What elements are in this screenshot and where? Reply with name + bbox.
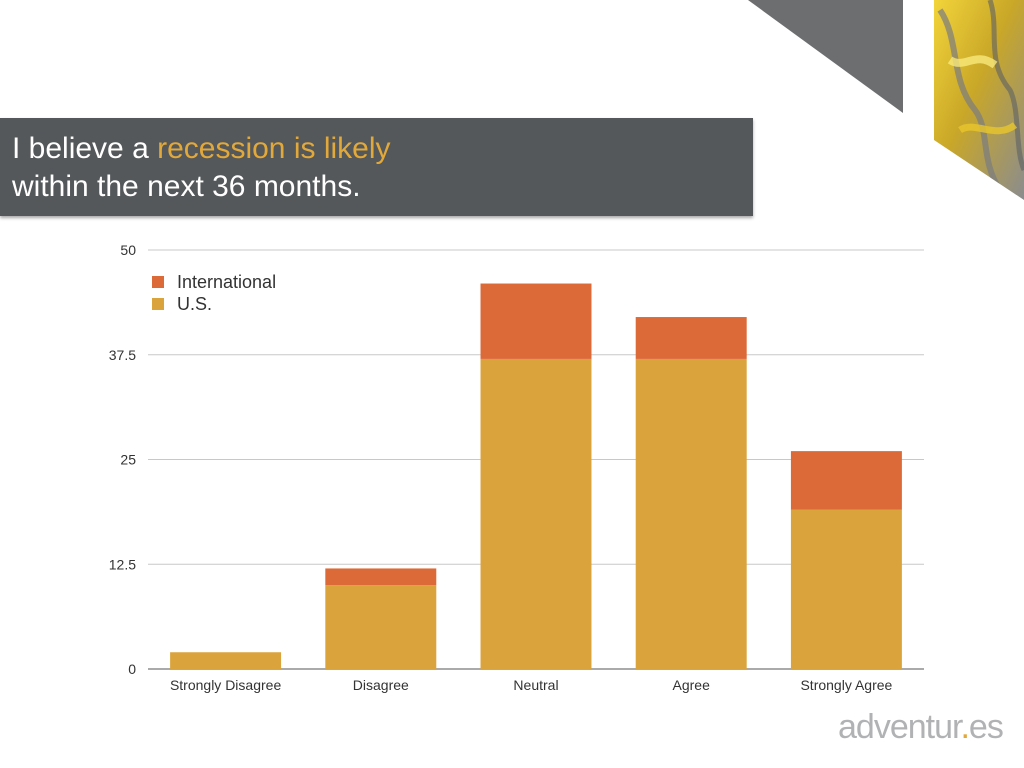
x-tick-label-neutral: Neutral	[513, 677, 558, 693]
logo-text-end: es	[968, 708, 1004, 746]
bars	[170, 283, 902, 669]
x-tick-label-strongly-agree: Strongly Agree	[800, 677, 892, 693]
y-axis-ticks: 0 12.5 25 37.5 50	[109, 242, 136, 677]
bar-disagree-international	[325, 568, 437, 586]
legend-label-u-s: U.S.	[177, 293, 213, 314]
y-tick-label-0: 0	[128, 661, 136, 677]
title-highlight: recession is likely	[157, 132, 391, 165]
chart-legend: International U.S.	[152, 271, 276, 315]
title-line-2: within the next 36 months.	[12, 170, 361, 203]
slide-title: I believe a recession is likely within t…	[12, 130, 391, 206]
bar-strongly-agree-international	[790, 451, 902, 510]
y-tick-label-25: 25	[120, 452, 136, 468]
title-banner	[0, 118, 753, 216]
legend-swatch-u-s	[152, 298, 164, 310]
title-prefix: I believe a	[12, 132, 158, 165]
legend-item-international: International	[152, 271, 276, 293]
x-tick-label-agree: Agree	[673, 677, 711, 693]
bar-neutral-international	[480, 283, 592, 359]
logo-text-start: adventur	[838, 708, 961, 746]
bar-neutral-u-s	[480, 358, 592, 669]
y-tick-label-50: 50	[120, 242, 136, 258]
y-tick-label-37-5: 37.5	[109, 347, 136, 363]
logo-dot: .	[960, 708, 970, 746]
bar-agree-international	[635, 317, 747, 359]
x-tick-label-disagree: Disagree	[353, 677, 409, 693]
bar-strongly-disagree-u-s	[170, 652, 282, 669]
bar-strongly-agree-u-s	[790, 509, 902, 669]
bar-agree-u-s	[635, 358, 747, 669]
legend-item-u-s: U.S.	[152, 293, 276, 315]
legend-label-international: International	[177, 271, 277, 292]
y-tick-label-12-5: 12.5	[109, 556, 136, 572]
x-tick-label-strongly-disagree: Strongly Disagree	[170, 677, 281, 693]
legend-swatch-international	[152, 276, 164, 288]
x-axis-ticks: Strongly Disagree Disagree Neutral Agree Str…	[170, 677, 893, 693]
adventures-logo: adventur.es	[838, 708, 1004, 747]
bar-disagree-u-s	[325, 585, 437, 669]
